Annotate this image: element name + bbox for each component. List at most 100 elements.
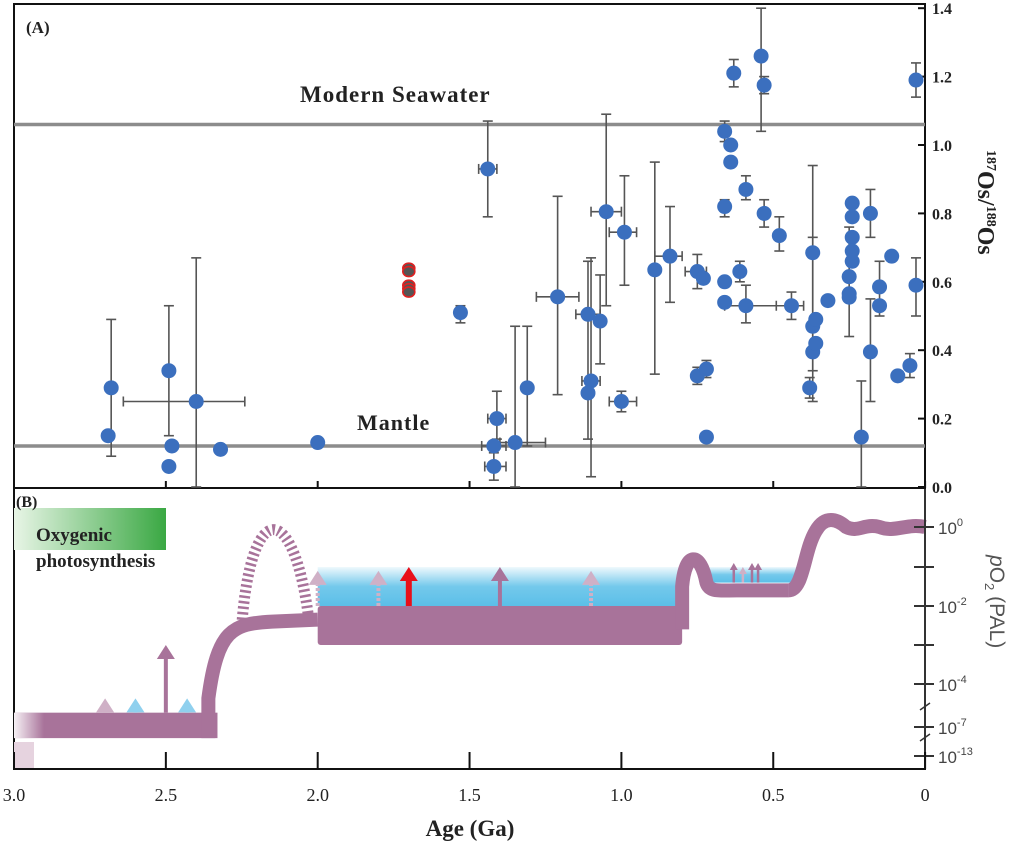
data-point xyxy=(161,363,177,379)
data-point xyxy=(310,435,326,451)
tick-exponent: -2 xyxy=(957,596,967,608)
data-point xyxy=(908,277,924,293)
data-point xyxy=(844,243,860,259)
oxygenic-photosynthesis-box xyxy=(14,508,166,550)
x-tick-label: 2.0 xyxy=(306,785,329,805)
data-point xyxy=(844,195,860,211)
x-tick-label: 0.5 xyxy=(762,785,785,805)
panel-b-label: (B) xyxy=(16,494,37,511)
panel-a-frame xyxy=(13,3,926,489)
tick-exponent: 0 xyxy=(957,517,963,529)
y-tick-label-b: 10-4 xyxy=(938,674,967,695)
data-point xyxy=(452,305,468,321)
data-point xyxy=(738,181,754,197)
y-axis-label-b: pO2 (PAL) xyxy=(982,554,1008,648)
data-point xyxy=(717,199,733,215)
data-point xyxy=(507,435,523,451)
y-axis-label-a: 187Os/188Os xyxy=(972,150,998,255)
oxygenic-label: Oxygenic xyxy=(36,525,112,546)
data-point xyxy=(732,264,748,280)
data-point xyxy=(486,458,502,474)
y-label-superscript-187: 187 xyxy=(983,150,998,171)
tick-exponent: -4 xyxy=(957,674,967,686)
y-tick-label-a: 1.0 xyxy=(932,138,952,155)
arrow-head xyxy=(308,570,327,585)
data-point xyxy=(213,441,229,457)
y-label-pal: (PAL) xyxy=(985,590,1008,648)
panel-a-label: (A) xyxy=(26,18,50,37)
data-point xyxy=(756,77,772,93)
band-fade-lower xyxy=(14,742,34,768)
y-tick-label-a: 1.2 xyxy=(932,70,952,87)
data-point xyxy=(802,380,818,396)
data-point xyxy=(164,438,180,454)
arrow-head xyxy=(738,567,747,574)
tick-base: 10 xyxy=(938,519,957,538)
x-tick-label: 0 xyxy=(921,785,930,805)
data-point xyxy=(698,361,714,377)
y-tick-label-b: 10-7 xyxy=(938,717,967,738)
data-point xyxy=(844,253,860,269)
data-point xyxy=(902,358,918,374)
photosynthesis-label: photosynthesis xyxy=(36,551,155,572)
data-point xyxy=(103,380,119,396)
data-point xyxy=(598,204,614,220)
y-tick-label-b: 10-2 xyxy=(938,596,967,617)
y-tick-label-b: 100 xyxy=(938,517,963,538)
data-point xyxy=(723,137,739,153)
arrow-head xyxy=(490,567,509,581)
data-point xyxy=(853,429,869,445)
data-point xyxy=(480,161,496,177)
archean-band xyxy=(14,712,218,739)
tick-base: 10 xyxy=(938,676,957,695)
goe-rise-curve xyxy=(201,612,318,739)
data-point xyxy=(519,380,535,396)
data-point xyxy=(580,306,596,322)
data-point xyxy=(161,458,177,474)
data-point xyxy=(188,394,204,409)
data-point xyxy=(613,394,629,409)
neoproterozoic-curve xyxy=(675,552,789,630)
data-point xyxy=(783,298,799,314)
arrow-head xyxy=(178,698,197,713)
arrow-head xyxy=(369,570,388,585)
mantle-label: Mantle xyxy=(357,410,430,435)
x-tick-label: 1.0 xyxy=(610,785,633,805)
data-point xyxy=(695,270,711,286)
arrow-head xyxy=(747,563,756,570)
highlight-point xyxy=(402,265,416,278)
y-label-p: p xyxy=(985,554,1008,567)
highlight-point xyxy=(402,286,416,298)
tick-base: 10 xyxy=(938,719,957,738)
data-point xyxy=(717,123,733,139)
data-point xyxy=(844,229,860,245)
data-point xyxy=(805,245,821,261)
data-point xyxy=(884,248,900,264)
tick-exponent: -7 xyxy=(957,717,967,729)
arrow-head xyxy=(126,698,145,713)
arrow-head xyxy=(399,567,418,581)
data-point xyxy=(717,274,733,290)
data-point xyxy=(872,279,888,295)
data-point xyxy=(486,438,502,454)
arrow-head xyxy=(156,645,175,659)
data-point xyxy=(489,411,505,427)
data-point xyxy=(738,298,754,314)
y-label-sub-2: 2 xyxy=(982,583,997,590)
data-point xyxy=(550,289,566,305)
data-point xyxy=(647,262,663,278)
y-label-o: O xyxy=(985,567,1008,583)
data-point xyxy=(756,205,772,221)
data-point xyxy=(753,48,769,64)
goe-overshoot-curve xyxy=(236,524,315,626)
modern-seawater-label: Modern Seawater xyxy=(300,82,491,107)
y-tick-label-a: 1.4 xyxy=(932,1,952,18)
y-tick-label-a: 0.0 xyxy=(932,480,952,497)
x-tick-label: 2.5 xyxy=(155,785,178,805)
data-point xyxy=(616,224,632,240)
data-point xyxy=(583,373,599,389)
data-point xyxy=(808,335,824,351)
data-point xyxy=(844,209,860,225)
data-point xyxy=(862,205,878,221)
